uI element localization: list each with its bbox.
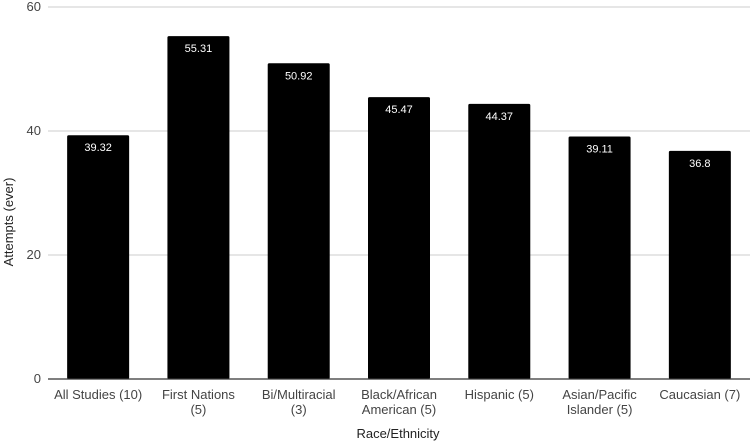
bar — [267, 63, 330, 380]
bar — [668, 150, 731, 379]
x-category-label: Bi/Multiracial — [262, 387, 336, 402]
data-label: 36.8 — [689, 158, 710, 170]
data-label: 44.37 — [486, 111, 514, 123]
y-axis-title: Attempts (ever) — [1, 178, 16, 267]
x-category-label: (5) — [190, 402, 206, 417]
x-axis-title: Race/Ethnicity — [356, 426, 440, 441]
bar — [468, 103, 531, 379]
x-category-label: Black/African — [361, 387, 437, 402]
y-tick-label: 20 — [27, 247, 41, 262]
x-category-label: Islander (5) — [567, 402, 633, 417]
bar — [167, 36, 230, 379]
y-tick-label: 40 — [27, 123, 41, 138]
y-tick-label: 0 — [34, 371, 41, 386]
x-axis-categories: All Studies (10) First Nations(5) Bi/Multi… — [54, 387, 740, 417]
data-label: 39.32 — [84, 142, 112, 154]
bar — [568, 136, 631, 379]
x-category-label: First Nations — [162, 387, 235, 402]
x-category-label: American (5) — [362, 402, 436, 417]
bar — [368, 97, 430, 379]
data-label: 50.92 — [285, 70, 313, 82]
x-category-label: All Studies (10) — [54, 387, 142, 402]
y-axis-ticks: 0 20 40 60 — [27, 0, 41, 386]
data-labels: 39.32 55.31 50.92 45.47 44.37 39.11 36.8 — [84, 43, 710, 170]
data-label: 45.47 — [385, 104, 413, 116]
bar — [67, 135, 130, 379]
x-category-label: Caucasian (7) — [659, 387, 740, 402]
x-category-label: Asian/Pacific — [562, 387, 637, 402]
data-label: 55.31 — [185, 43, 213, 55]
x-category-label: Hispanic (5) — [465, 387, 534, 402]
bars — [67, 36, 731, 380]
x-category-label: (3) — [291, 402, 307, 417]
y-tick-label: 60 — [27, 0, 41, 14]
data-label: 39.11 — [586, 144, 613, 156]
